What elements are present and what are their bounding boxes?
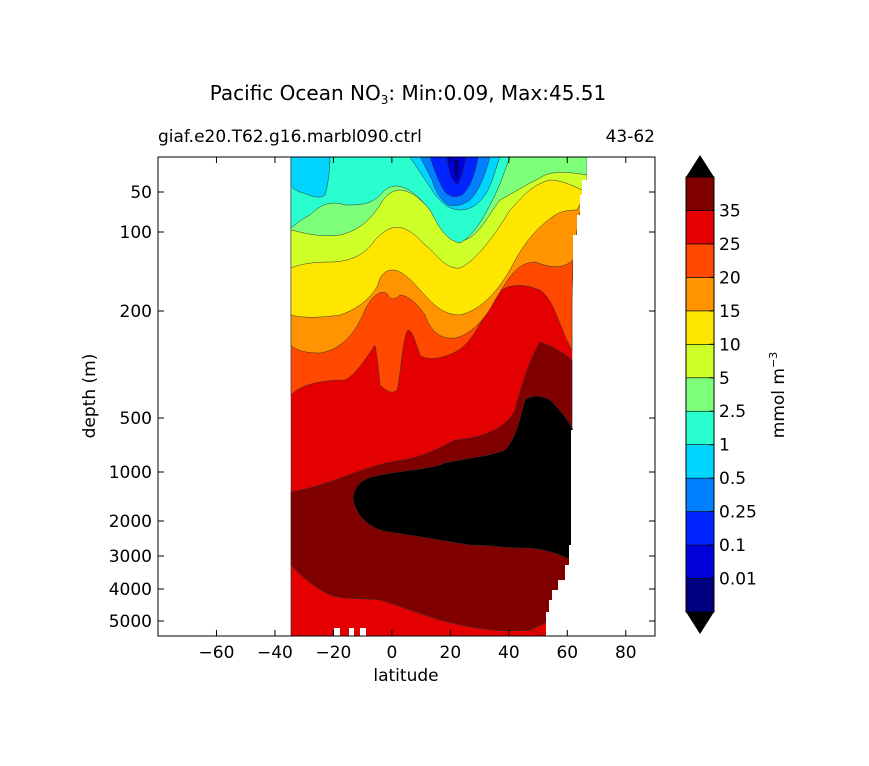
colorbar-swatch <box>685 578 715 613</box>
colorbar-tick-label: 0.5 <box>719 469 746 489</box>
colorbar-over-triangle <box>686 155 714 177</box>
colorbar-swatch <box>685 477 715 512</box>
colorbar-tick-label: 25 <box>719 235 741 255</box>
y-tick-label: 2000 <box>109 512 152 532</box>
y-tick-label: 4000 <box>109 580 152 600</box>
contour-bands <box>290 157 588 636</box>
colorbar-swatch <box>685 277 715 312</box>
x-tick-label: 20 <box>440 643 462 663</box>
x-axis-label: latitude <box>373 666 438 686</box>
x-axis: −60 −40 −20 0 20 40 60 80 <box>199 157 637 663</box>
no-data-mask-right <box>546 157 655 636</box>
colorbar-frame <box>685 176 715 613</box>
colorbar-swatch <box>685 344 715 379</box>
colorbar-tick-label: 35 <box>719 201 741 221</box>
y-tick-label: 100 <box>120 223 152 243</box>
colorbar-tick-label: 2.5 <box>719 402 746 422</box>
y-tick-label: 1000 <box>109 463 152 483</box>
colorbar: 0.01 0.1 0.25 0.5 1 2.5 5 10 15 20 25 35 <box>685 155 757 634</box>
x-tick-label: −40 <box>257 643 293 663</box>
colorbar-tick-label: 1 <box>719 436 730 456</box>
axes-frame <box>157 156 656 637</box>
x-tick-label: 60 <box>556 643 578 663</box>
colorbar-tick-label: 5 <box>719 369 730 389</box>
colorbar-swatch <box>685 243 715 278</box>
no-data-gap-2 <box>349 628 354 636</box>
no-data-gap-3 <box>360 628 366 636</box>
y-tick-label: 3000 <box>109 547 152 567</box>
colorbar-swatch <box>685 544 715 579</box>
colorbar-tick-label: 10 <box>719 335 741 355</box>
colorbar-swatch <box>685 210 715 245</box>
chart-subtitle-right: 43-62 <box>606 127 655 147</box>
colorbar-label-text: mmol m <box>769 368 789 438</box>
colorbar-tick-label: 0.25 <box>719 503 757 523</box>
contour-band-0-0p01 <box>454 160 459 178</box>
colorbar-label-sup: −3 <box>767 352 780 368</box>
colorbar-swatch <box>685 511 715 546</box>
colorbar-swatch <box>685 176 715 211</box>
colorbar-tick-label: 0.1 <box>719 536 746 556</box>
colorbar-swatch <box>685 410 715 445</box>
colorbar-tick-label: 20 <box>719 268 741 288</box>
colorbar-tick-label: 15 <box>719 302 741 322</box>
y-axis: 50 100 200 500 1000 2000 3000 4000 5000 <box>109 183 655 632</box>
x-tick-label: −20 <box>315 643 351 663</box>
colorbar-swatch <box>685 377 715 412</box>
title-suffix: : Min:0.09, Max:45.51 <box>388 81 606 105</box>
no-data-gap-1 <box>334 628 340 636</box>
title-subscript: 3 <box>381 93 389 107</box>
title-prefix: Pacific Ocean NO <box>210 81 381 105</box>
colorbar-swatch <box>685 310 715 345</box>
x-tick-label: 40 <box>498 643 520 663</box>
colorbar-swatch <box>685 444 715 479</box>
y-tick-label: 500 <box>120 409 152 429</box>
colorbar-tick-label: 0.01 <box>719 570 757 590</box>
y-tick-label: 5000 <box>109 612 152 632</box>
contour-band-0p5-1 <box>290 157 331 198</box>
colorbar-label: mmol m−3 <box>767 352 789 438</box>
x-tick-label: 80 <box>615 643 637 663</box>
y-tick-label: 200 <box>120 302 152 322</box>
x-tick-label: −60 <box>199 643 235 663</box>
plot-area <box>158 157 655 636</box>
chart-title: Pacific Ocean NO3: Min:0.09, Max:45.51 <box>210 81 607 107</box>
colorbar-under-triangle <box>686 612 714 634</box>
y-axis-label: depth (m) <box>80 354 100 439</box>
contour-band-25-35-bottom <box>290 564 544 636</box>
x-tick-label: 0 <box>386 643 397 663</box>
chart-subtitle-left: giaf.e20.T62.g16.marbl090.ctrl <box>158 127 422 147</box>
y-tick-label: 50 <box>130 183 152 203</box>
